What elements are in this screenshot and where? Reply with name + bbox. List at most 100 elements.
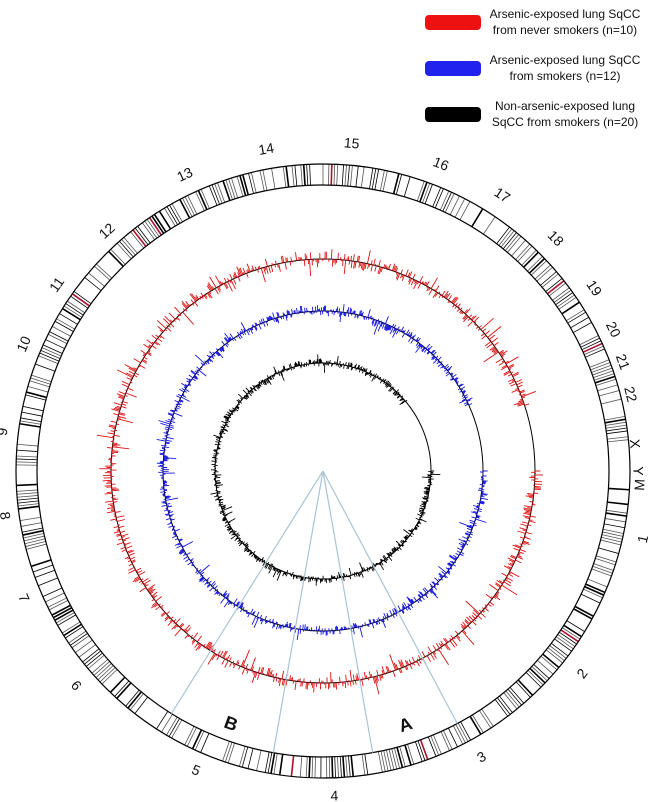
legend-label: Arsenic-exposed lung SqCC from smokers (…	[481, 52, 647, 84]
ideogram-band	[580, 593, 601, 604]
ideogram-band	[424, 184, 433, 204]
ideogram-band	[45, 592, 65, 603]
ideogram-band	[30, 559, 52, 568]
ideogram-band	[345, 756, 348, 778]
chromosome-label-21: 21	[613, 352, 633, 372]
ideogram-band	[504, 234, 519, 251]
ideogram-band	[605, 421, 627, 426]
ideogram-band	[132, 229, 147, 247]
ideogram-band	[567, 311, 586, 324]
ideogram-band	[16, 455, 38, 458]
ideogram-band	[16, 461, 38, 463]
ideogram-outer-edge	[15, 163, 631, 779]
ideogram-band	[51, 604, 71, 616]
ideogram-band	[299, 756, 303, 778]
ideogram-band	[250, 172, 257, 193]
ideogram-band	[396, 747, 404, 768]
ideogram-band	[582, 342, 603, 353]
ideogram-band	[70, 633, 88, 646]
ideogram-band	[382, 170, 388, 192]
ideogram-band	[290, 755, 295, 777]
ideogram-band	[608, 487, 630, 491]
ideogram-band	[71, 293, 90, 307]
ideogram-band	[347, 165, 350, 187]
ideogram-band	[529, 667, 546, 684]
ideogram-band	[344, 164, 347, 186]
ideogram-band	[78, 644, 96, 658]
ideogram-band	[73, 291, 92, 305]
ideogram-band	[109, 676, 126, 693]
ideogram-band	[380, 750, 386, 772]
ideogram-band	[96, 263, 113, 279]
ideogram-band	[51, 326, 71, 337]
ideogram-band	[432, 187, 442, 208]
ideogram-band	[515, 681, 531, 698]
ideogram-band	[123, 237, 138, 254]
ideogram-band	[403, 176, 411, 197]
ideogram-band	[590, 362, 611, 371]
ideogram-band	[594, 373, 615, 381]
track-spikes	[156, 304, 488, 640]
ideogram-band	[148, 217, 163, 236]
legend: Arsenic-exposed lung SqCC from never smo…	[425, 6, 647, 144]
legend-label-line: Arsenic-exposed lung SqCC	[489, 7, 641, 21]
ideogram-band	[169, 204, 181, 224]
ideogram-band	[517, 679, 534, 696]
ideogram-band	[558, 297, 577, 310]
legend-item-never-smokers: Arsenic-exposed lung SqCC from never smo…	[425, 6, 647, 40]
ideogram-band	[108, 250, 124, 267]
ideogram-band	[517, 245, 533, 262]
legend-label-line: Arsenic-exposed lung SqCC	[489, 53, 641, 67]
ideogram-band	[119, 240, 134, 258]
ideogram-band	[20, 420, 41, 425]
chromosome-label-8: 8	[0, 511, 14, 521]
ideogram-band	[471, 208, 484, 228]
ideogram-band	[443, 730, 453, 750]
ideogram-band	[239, 746, 246, 767]
ideogram-band	[18, 505, 40, 510]
ideogram-band	[472, 714, 484, 733]
ideogram-band	[604, 415, 626, 421]
chromosome-label-4: 4	[330, 787, 339, 802]
ideogram-band	[26, 543, 47, 550]
ideogram-band	[45, 339, 65, 349]
chromosome-label-18: 18	[545, 227, 567, 249]
ideogram-band	[49, 331, 69, 342]
chromosome-label-m: M	[631, 479, 647, 491]
ideogram-band	[278, 754, 284, 776]
legend-swatch-black	[425, 107, 481, 122]
ideogram-band	[56, 318, 75, 330]
ideogram-band	[20, 522, 42, 527]
ideogram-band	[566, 620, 585, 632]
ideogram-band	[168, 718, 180, 737]
ideogram-band	[24, 538, 46, 545]
legend-label-line: from never smokers (n=10)	[492, 23, 638, 37]
ideogram-band	[388, 749, 395, 770]
ideogram-band	[270, 752, 276, 774]
ideogram-band	[186, 727, 197, 747]
ideogram-band	[17, 495, 39, 498]
ideogram-band	[417, 740, 426, 761]
ideogram-band	[200, 189, 210, 209]
ideogram-band	[17, 503, 39, 507]
ideogram-band	[30, 377, 51, 385]
ideogram-band	[16, 489, 38, 492]
ideogram-band	[348, 755, 351, 777]
ideogram-band	[222, 180, 231, 201]
ideogram-band	[41, 347, 62, 357]
ideogram-band	[604, 518, 626, 523]
ideogram-band	[49, 600, 69, 611]
ideogram-band	[563, 624, 582, 638]
ideogram-band	[515, 243, 531, 260]
legend-swatch-red	[425, 15, 481, 30]
ideogram-band	[330, 164, 333, 186]
ideogram-band	[26, 391, 47, 399]
ideogram-band	[264, 751, 270, 773]
chromosome-label-2: 2	[573, 665, 591, 681]
ideogram-band	[294, 165, 298, 187]
ideogram-band	[606, 430, 628, 435]
ideogram-band	[573, 608, 593, 620]
ideogram-band	[194, 730, 205, 751]
